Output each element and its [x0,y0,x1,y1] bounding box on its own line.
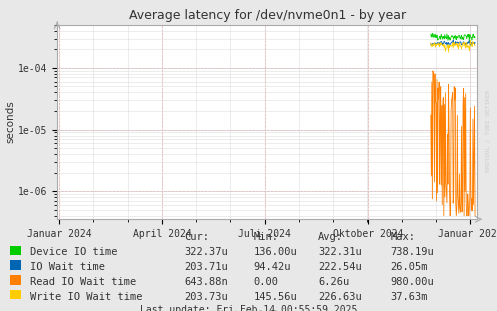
Text: 226.63u: 226.63u [318,292,362,302]
Title: Average latency for /dev/nvme0n1 - by year: Average latency for /dev/nvme0n1 - by ye… [129,9,406,22]
Text: Munin 2.0.56: Munin 2.0.56 [219,310,278,311]
Text: 203.73u: 203.73u [184,292,228,302]
Text: Last update: Fri Feb 14 00:55:59 2025: Last update: Fri Feb 14 00:55:59 2025 [140,305,357,311]
Text: Cur:: Cur: [184,232,209,242]
Text: 0.00: 0.00 [253,277,278,287]
Text: Device IO time: Device IO time [30,247,117,257]
Text: Write IO Wait time: Write IO Wait time [30,292,142,302]
Text: 222.54u: 222.54u [318,262,362,272]
Text: 136.00u: 136.00u [253,247,297,257]
Text: 322.31u: 322.31u [318,247,362,257]
Text: Max:: Max: [390,232,415,242]
Text: Avg:: Avg: [318,232,343,242]
Text: 145.56u: 145.56u [253,292,297,302]
Text: RRDTOOL / TOBI OETIKER: RRDTOOL / TOBI OETIKER [486,89,491,172]
Text: 94.42u: 94.42u [253,262,291,272]
Text: IO Wait time: IO Wait time [30,262,105,272]
Text: 980.00u: 980.00u [390,277,434,287]
Text: 203.71u: 203.71u [184,262,228,272]
Text: 322.37u: 322.37u [184,247,228,257]
Text: 738.19u: 738.19u [390,247,434,257]
Y-axis label: seconds: seconds [5,101,15,143]
Text: 6.26u: 6.26u [318,277,349,287]
Text: 37.63m: 37.63m [390,292,427,302]
Text: 643.88n: 643.88n [184,277,228,287]
Text: Read IO Wait time: Read IO Wait time [30,277,136,287]
Text: Min:: Min: [253,232,278,242]
Text: 26.05m: 26.05m [390,262,427,272]
